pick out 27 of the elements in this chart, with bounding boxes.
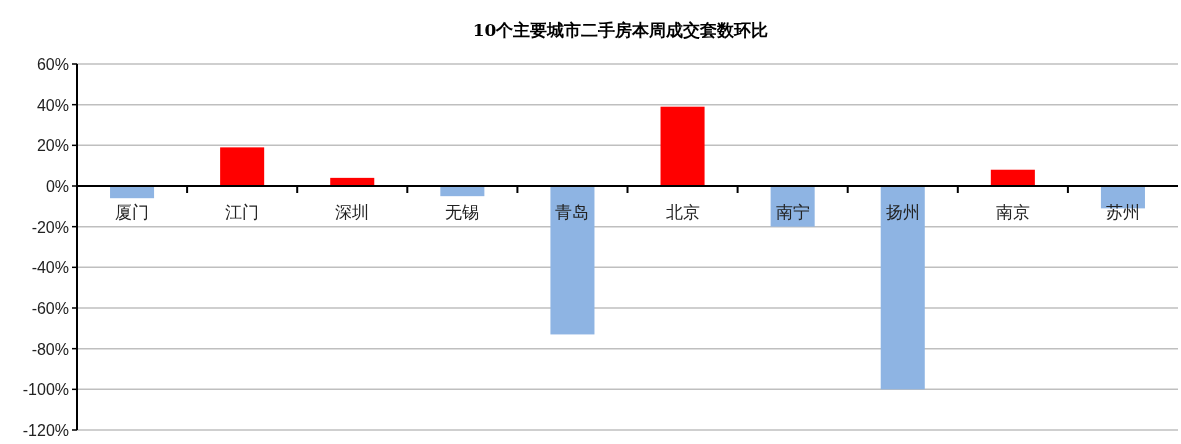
bar: [660, 106, 705, 186]
x-tick-label: 江门: [225, 202, 260, 222]
y-tick-label: -20%: [31, 218, 69, 236]
y-tick-label: 0%: [45, 178, 69, 195]
bar: [880, 186, 925, 390]
x-tick-label: 南京: [995, 202, 1030, 222]
bar: [990, 169, 1035, 186]
bar: [220, 147, 265, 186]
x-tick-label: 青岛: [555, 202, 590, 222]
x-tick-label: 苏州: [1105, 202, 1140, 222]
bar: [550, 186, 595, 335]
x-tick-label: 厦门: [115, 202, 150, 222]
bar: [110, 186, 155, 199]
y-tick-label: 60%: [36, 56, 69, 73]
x-tick-label: 深圳: [335, 202, 370, 222]
x-tick-label: 扬州: [885, 202, 920, 222]
x-tick-label: 无锡: [445, 202, 480, 222]
y-tick-label: 40%: [36, 96, 69, 114]
y-tick-label: -80%: [31, 340, 69, 358]
chart-title: 10个主要城市二手房本周成交套数环比: [472, 20, 769, 40]
x-tick-label: 北京: [665, 202, 700, 222]
y-tick-label: -100%: [22, 381, 69, 399]
x-tick-label: 南宁: [775, 202, 810, 222]
y-tick-label: -40%: [31, 259, 69, 277]
y-tick-label: 20%: [36, 137, 69, 155]
y-tick-label: -120%: [22, 422, 69, 439]
y-tick-label: -60%: [31, 300, 69, 317]
